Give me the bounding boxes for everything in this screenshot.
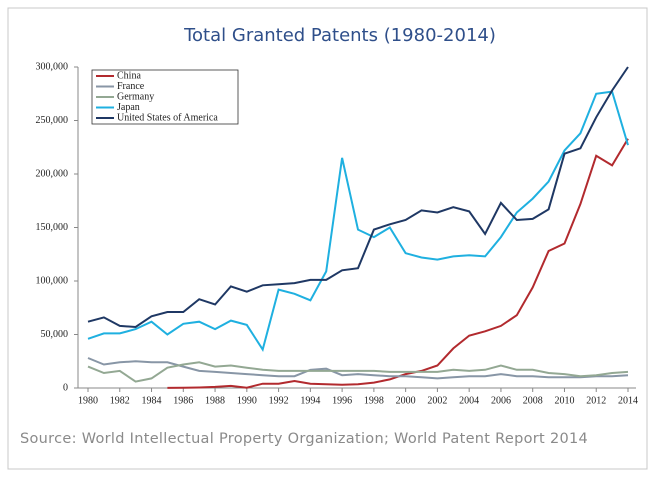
y-tick-label: 300,000	[36, 61, 69, 72]
x-tick-label: 1986	[173, 395, 193, 406]
x-tick-label: 2004	[459, 395, 479, 406]
x-tick-label: 1982	[110, 395, 130, 406]
y-tick-label: 150,000	[36, 222, 69, 233]
x-tick-label: 2008	[523, 395, 543, 406]
series-line	[87, 361, 629, 383]
x-tick-label: 1992	[269, 395, 289, 406]
x-tick-label: 2006	[491, 395, 511, 406]
legend-label: United States of America	[117, 112, 218, 123]
legend-label: China	[117, 70, 141, 81]
y-tick-label: 50,000	[41, 329, 69, 340]
y-tick-label: 100,000	[36, 275, 69, 286]
y-tick-label: 250,000	[36, 115, 69, 126]
source-note: Source: World Intellectual Property Orga…	[20, 431, 589, 447]
x-tick-label: 2002	[427, 395, 447, 406]
y-tick-label: 0	[63, 382, 68, 393]
x-tick-label: 1998	[364, 395, 384, 406]
legend-label: France	[117, 81, 145, 92]
series-line	[87, 66, 629, 329]
x-tick-label: 2000	[396, 395, 416, 406]
x-tick-label: 2010	[554, 395, 574, 406]
x-tick-label: 1994	[300, 395, 320, 406]
legend-label: Japan	[117, 102, 140, 113]
x-tick-label: 1980	[78, 395, 98, 406]
x-tick-label: 2012	[586, 395, 606, 406]
x-tick-label: 1984	[142, 395, 162, 406]
frame	[7, 7, 648, 470]
legend-label: Germany	[117, 91, 154, 102]
series-line	[87, 90, 629, 352]
legend-box	[91, 69, 239, 125]
x-tick-label: 1990	[237, 395, 257, 406]
x-tick-label: 1996	[332, 395, 352, 406]
x-tick-label: 2014	[618, 395, 638, 406]
y-tick-label: 200,000	[36, 168, 69, 179]
chart-title: Total Granted Patents (1980-2014)	[183, 25, 496, 46]
x-tick-label: 1988	[205, 395, 225, 406]
